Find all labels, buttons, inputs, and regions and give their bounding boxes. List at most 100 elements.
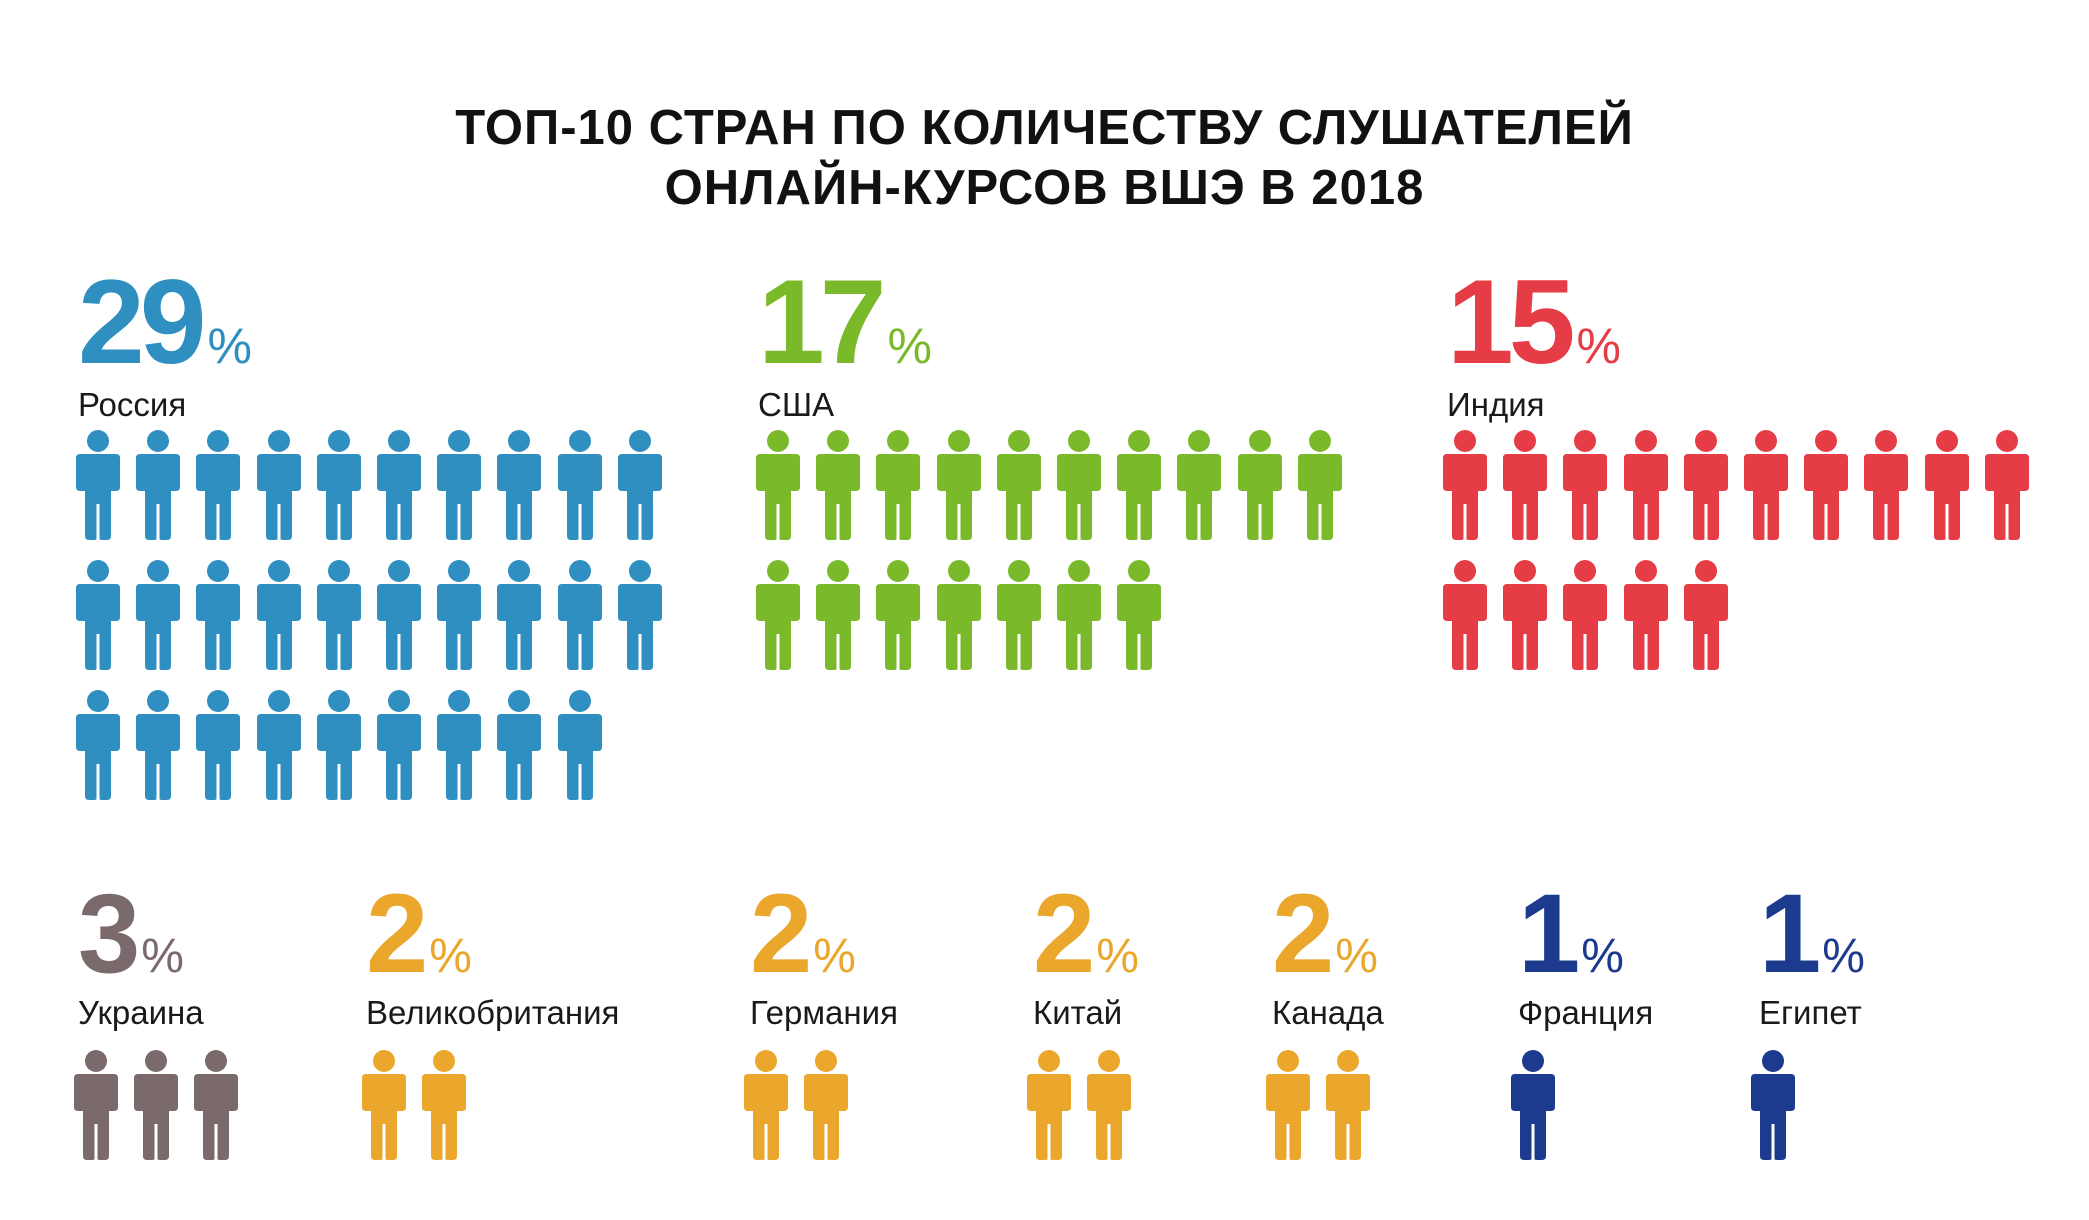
person-icon [1624,560,1668,670]
percent-sign: % [887,318,931,374]
person-icon [997,430,1041,540]
person-icon [377,430,421,540]
person-icon [558,560,602,670]
percent-sign: % [813,930,856,983]
country-block-egypt: 1% Египет [1759,878,1979,1032]
person-icon [257,690,301,800]
person-icon [377,690,421,800]
person-icon [1057,560,1101,670]
person-icon [317,690,361,800]
person-icon [76,430,120,540]
country-block-uk: 2% Великобритания [366,878,716,1032]
country-block-france: 1% Франция [1518,878,1738,1032]
person-icon [136,560,180,670]
person-icon [744,1050,788,1160]
person-icon [1503,430,1547,540]
person-icon [1985,430,2029,540]
country-name: Германия [750,994,1010,1032]
percent-value: 2 [1033,871,1090,996]
person-icon [1744,430,1788,540]
person-icon [1503,560,1547,670]
person-icon [1117,560,1161,670]
person-icon [422,1050,466,1160]
country-name: Великобритания [366,994,716,1032]
person-icon [558,430,602,540]
person-icon [497,690,541,800]
percent-label: 2% [750,878,1010,990]
country-block-germany: 2% Германия [750,878,1010,1032]
person-icon [1563,430,1607,540]
country-block-ukraine: 3% Украина [78,878,358,1032]
person-icon [377,560,421,670]
person-icon [618,430,662,540]
person-icon [1443,430,1487,540]
person-icon [1298,430,1342,540]
person-icon [816,430,860,540]
person-icon [816,560,860,670]
person-icon [196,430,240,540]
chart-title-line-2: ОНЛАЙН-КУРСОВ ВШЭ В 2018 [0,158,2089,218]
person-icon [1266,1050,1310,1160]
country-name: Канада [1272,994,1492,1032]
person-icon [136,690,180,800]
person-icon [362,1050,406,1160]
country-block-china: 2% Китай [1033,878,1253,1032]
person-icon [437,690,481,800]
person-icon [997,560,1041,670]
percent-sign: % [1576,318,1620,374]
person-icon [1563,560,1607,670]
person-icon [1804,430,1848,540]
percent-label: 3% [78,878,358,990]
percent-value: 15 [1447,255,1570,389]
person-icon [1087,1050,1131,1160]
country-block-russia: 29% Россия [78,262,678,424]
person-icon [1925,430,1969,540]
country-name: Китай [1033,994,1253,1032]
percent-label: 17% [758,262,1358,382]
person-icon [497,430,541,540]
chart-title: ТОП-10 СТРАН ПО КОЛИЧЕСТВУ СЛУШАТЕЛЕЙ ОН… [0,98,2089,218]
percent-value: 3 [78,871,135,996]
person-icon [74,1050,118,1160]
person-icon [196,560,240,670]
percent-label: 1% [1759,878,1979,990]
person-icon [134,1050,178,1160]
percent-label: 2% [1272,878,1492,990]
percent-label: 2% [1033,878,1253,990]
person-icon [1117,430,1161,540]
person-icon [1238,430,1282,540]
country-name: Франция [1518,994,1738,1032]
percent-value: 17 [758,255,881,389]
percent-sign: % [429,930,472,983]
percent-sign: % [207,318,251,374]
percent-value: 1 [1518,871,1575,996]
person-icon [1624,430,1668,540]
country-block-india: 15% Индия [1447,262,2047,424]
person-icon [876,430,920,540]
country-name: Индия [1447,386,2047,424]
percent-label: 15% [1447,262,2047,382]
person-icon [1684,560,1728,670]
percent-label: 29% [78,262,678,382]
person-icon [1177,430,1221,540]
percent-value: 29 [78,255,201,389]
person-icon [756,430,800,540]
percent-sign: % [1335,930,1378,983]
country-name: Египет [1759,994,1979,1032]
person-icon [437,430,481,540]
person-icon [76,560,120,670]
person-icon [1511,1050,1555,1160]
percent-value: 1 [1759,871,1816,996]
percent-value: 2 [1272,871,1329,996]
percent-label: 1% [1518,878,1738,990]
person-icon [1751,1050,1795,1160]
person-icon [136,430,180,540]
percent-value: 2 [366,871,423,996]
percent-sign: % [1581,930,1624,983]
country-block-canada: 2% Канада [1272,878,1492,1032]
person-icon [1326,1050,1370,1160]
percent-sign: % [141,930,184,983]
person-icon [618,560,662,670]
person-icon [876,560,920,670]
